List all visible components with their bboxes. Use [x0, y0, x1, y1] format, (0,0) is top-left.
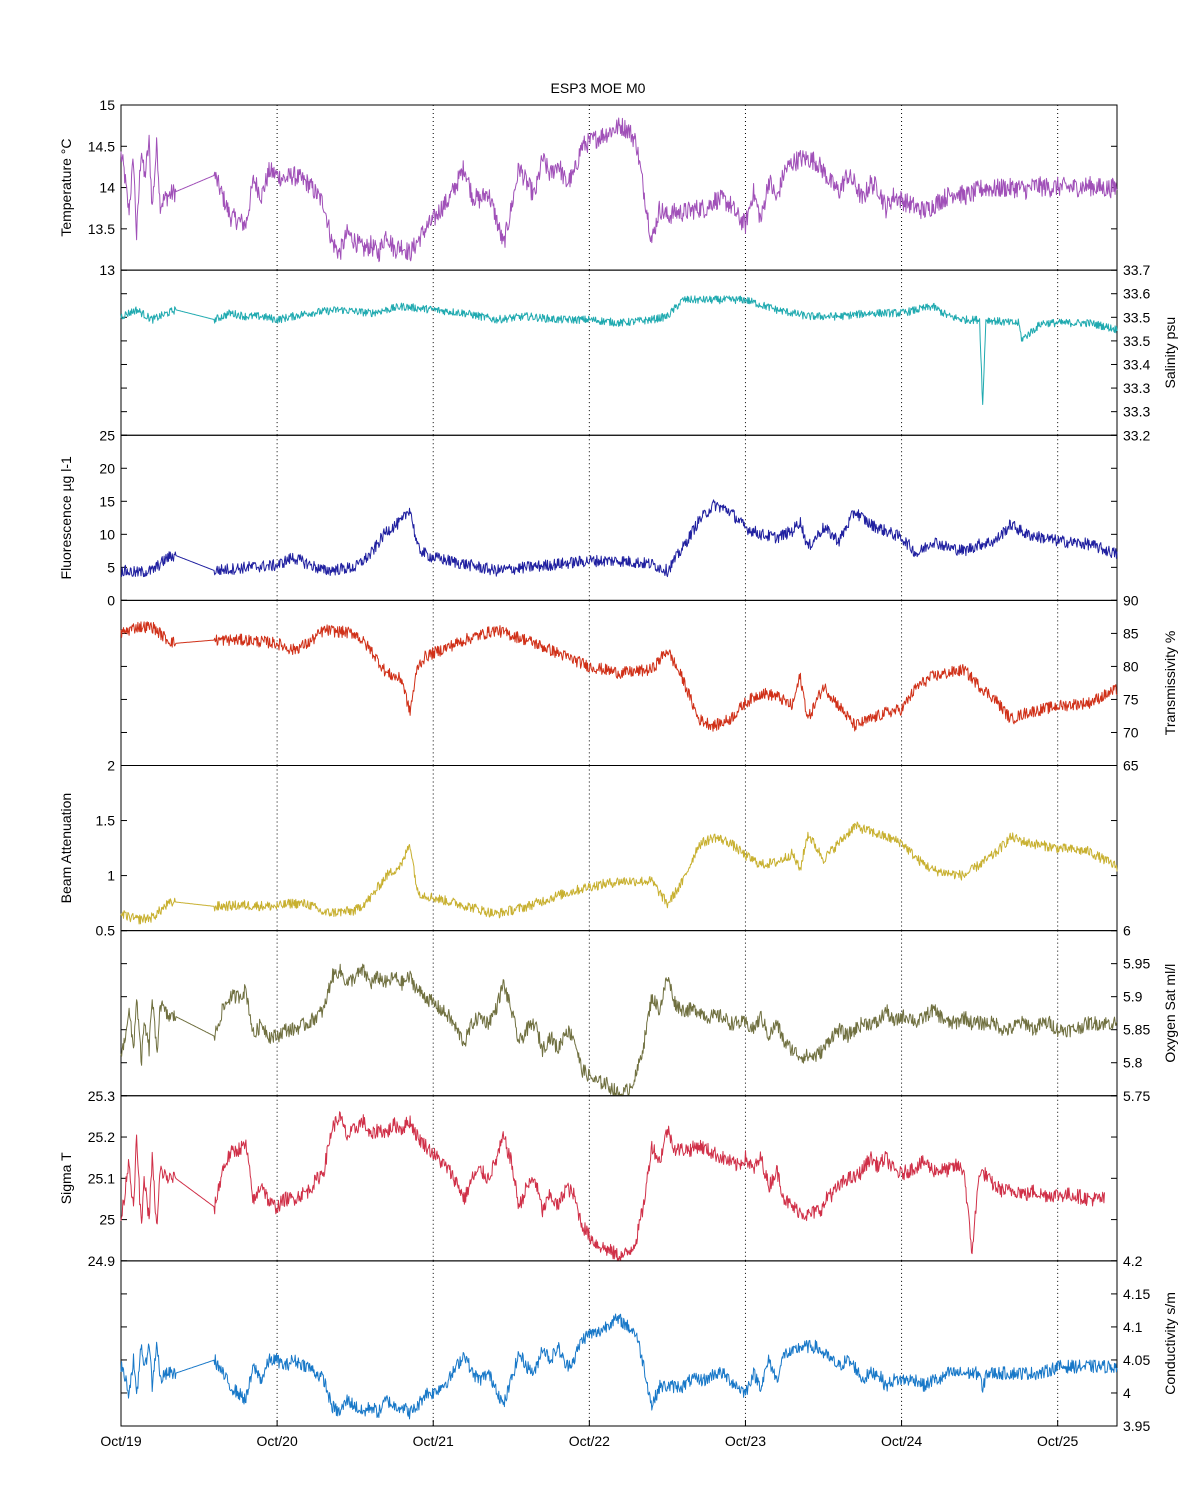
y-tick-label: 33.4 — [1123, 356, 1150, 372]
y-tick-label: 13.5 — [88, 221, 115, 237]
y-tick-label: 4.2 — [1123, 1253, 1143, 1269]
y-tick-label: 85 — [1123, 625, 1139, 641]
y-tick-label: 25.1 — [88, 1170, 115, 1186]
y-axis-label: Temperature °C — [58, 138, 74, 236]
y-tick-label: 33.5 — [1123, 333, 1150, 349]
y-tick-label: 4 — [1123, 1385, 1131, 1401]
y-tick-label: 70 — [1123, 724, 1139, 740]
series-line — [120, 1111, 1105, 1262]
y-tick-label: 33.3 — [1123, 380, 1150, 396]
panel-frame — [120, 765, 1118, 932]
series-line — [120, 821, 1118, 925]
x-axis: Oct/19 Oct/20 Oct/21 Oct/22 Oct/23 Oct/24 Oct/… — [100, 1420, 1079, 1449]
y-tick-label: 25.2 — [88, 1129, 115, 1145]
series-line — [120, 295, 1118, 405]
y-axis-label: Sigma T — [58, 1152, 74, 1204]
y-tick-label: 25 — [99, 1212, 115, 1228]
y-tick-label: 4.1 — [1123, 1319, 1143, 1335]
y-tick-label: 25.3 — [88, 1088, 115, 1104]
y-tick-label: 4.15 — [1123, 1286, 1150, 1302]
y-tick-label: 15 — [99, 493, 115, 509]
panel-7: 24.9 25 25.1 25.2 25.3 Sigma T — [58, 1088, 1118, 1269]
y-tick-label: 5.85 — [1123, 1022, 1150, 1038]
y-tick-label: 5.75 — [1123, 1088, 1150, 1104]
y-tick-label: 65 — [1123, 758, 1139, 774]
y-tick-label: 33.7 — [1123, 262, 1150, 278]
x-tick-label: Oct/19 — [100, 1433, 141, 1449]
y-tick-label: 13 — [99, 262, 115, 278]
y-tick-label: 75 — [1123, 691, 1139, 707]
y-tick-label: 90 — [1123, 592, 1139, 608]
panel-frame — [120, 269, 1118, 436]
panel-frame — [120, 434, 1118, 601]
chart-title: ESP3 MOE M0 — [551, 80, 646, 96]
y-tick-label: 3.95 — [1123, 1418, 1150, 1434]
y-tick-label: 10 — [99, 526, 115, 542]
x-tick-label: Oct/21 — [413, 1433, 454, 1449]
panel-frame — [120, 930, 1118, 1097]
y-tick-label: 6 — [1123, 923, 1131, 939]
y-tick-label: 14.5 — [88, 138, 115, 154]
y-axis-label: Transmissivity % — [1162, 631, 1178, 736]
series-line — [120, 963, 1118, 1097]
y-tick-label: 1.5 — [96, 813, 116, 829]
y-tick-label: 33.2 — [1123, 427, 1150, 443]
y-tick-label: 80 — [1123, 658, 1139, 674]
y-axis-label: Conductivity s/m — [1162, 1292, 1178, 1395]
panel-5: 0.5 1 1.5 2 Beam Attenuation — [58, 758, 1118, 939]
y-axis-label: Fluorescence µg l-1 — [58, 456, 74, 579]
series-line — [120, 1313, 1118, 1420]
y-tick-label: 15 — [99, 97, 115, 113]
y-tick-label: 4.05 — [1123, 1352, 1150, 1368]
y-axis-label: Beam Attenuation — [58, 793, 74, 904]
panel-frame — [120, 599, 1118, 766]
series-line — [120, 621, 1118, 732]
panel-frame — [120, 1095, 1118, 1262]
y-tick-label: 0.5 — [96, 923, 116, 939]
y-tick-label: 5.8 — [1123, 1055, 1143, 1071]
y-tick-label: 14 — [99, 180, 115, 196]
y-tick-label: 2 — [107, 758, 115, 774]
x-tick-label: Oct/24 — [881, 1433, 922, 1449]
panel-frame — [120, 1260, 1118, 1427]
x-tick-label: Oct/20 — [256, 1433, 297, 1449]
y-tick-label: 25 — [99, 427, 115, 443]
panel-8: 3.95 4 4.05 4.1 4.15 4.2 Conductivity s/m — [120, 1253, 1178, 1434]
x-tick-label: Oct/25 — [1037, 1433, 1078, 1449]
y-tick-label: 5 — [107, 559, 115, 575]
panel-3: 0 5 10 15 20 25 Fluorescence µg l-1 — [58, 427, 1118, 608]
y-axis-label: Salinity psu — [1162, 317, 1178, 389]
y-axis-label: Oxygen Sat ml/l — [1162, 964, 1178, 1063]
x-tick-label: Oct/22 — [569, 1433, 610, 1449]
panel-1: 13 13.5 14 14.5 15 Temperature °C — [58, 97, 1118, 278]
y-tick-label: 5.9 — [1123, 989, 1143, 1005]
y-tick-label: 33.5 — [1123, 309, 1150, 325]
series-line — [120, 117, 1118, 263]
y-tick-label: 1 — [107, 868, 115, 884]
x-tick-label: Oct/23 — [725, 1433, 766, 1449]
y-tick-label: 33.3 — [1123, 404, 1150, 420]
series-line — [120, 499, 1118, 578]
panel-2: 33.2 33.3 33.3 33.4 33.5 33.5 33.6 33.7 Salinity… — [120, 262, 1178, 443]
panel-6: 5.75 5.8 5.85 5.9 5.95 6 Oxygen Sat ml/l — [120, 923, 1178, 1104]
y-tick-label: 33.6 — [1123, 286, 1150, 302]
y-tick-label: 24.9 — [88, 1253, 115, 1269]
y-tick-label: 20 — [99, 460, 115, 476]
y-tick-label: 5.95 — [1123, 956, 1150, 972]
y-tick-label: 0 — [107, 592, 115, 608]
panel-4: 65 70 75 80 85 90 Transmissivity % — [120, 592, 1178, 774]
